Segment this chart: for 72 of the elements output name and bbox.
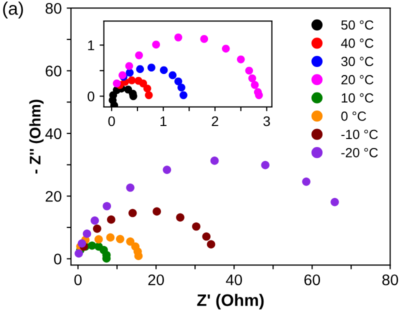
- point: [78, 239, 86, 248]
- legend-label: 20 °C: [341, 75, 374, 84]
- point: [236, 55, 245, 64]
- point: [250, 81, 259, 89]
- point: [192, 222, 200, 231]
- point: [248, 74, 256, 82]
- point: [125, 62, 134, 70]
- x-axis-title: Z' (Ohm): [197, 294, 264, 310]
- x-tick-label: 1: [160, 116, 166, 126]
- point: [168, 71, 177, 80]
- legend-label: 30 °C: [341, 56, 374, 66]
- point: [102, 202, 112, 210]
- point: [152, 40, 160, 48]
- y-axis-title: - Z'' (Ohm): [29, 100, 44, 174]
- point: [90, 216, 99, 225]
- x-tick-label: 40: [226, 274, 242, 286]
- point: [202, 232, 211, 241]
- point: [107, 215, 116, 224]
- point: [174, 33, 182, 42]
- point: [210, 156, 219, 165]
- point: [147, 64, 156, 72]
- y-tick-label: 40: [45, 128, 62, 140]
- legend-label: 10 °C: [342, 93, 374, 103]
- point: [126, 237, 134, 246]
- legend-label: -20 °C: [341, 148, 378, 158]
- point: [135, 51, 143, 60]
- point: [200, 35, 208, 43]
- y-tick-label: 80: [46, 2, 62, 14]
- y-tick-label: 60: [46, 66, 62, 76]
- point: [128, 76, 136, 84]
- x-tick-label: 2: [212, 116, 218, 126]
- point: [330, 198, 339, 206]
- point: [82, 230, 92, 238]
- y-tick-label: 0: [54, 254, 62, 264]
- point: [160, 66, 168, 74]
- point: [136, 65, 144, 74]
- point: [139, 79, 148, 88]
- legend-label: 0 °C: [341, 112, 366, 121]
- point: [126, 68, 134, 77]
- point: [302, 178, 310, 186]
- legend-label: 50 °C: [341, 20, 374, 30]
- x-tick-label: 60: [304, 274, 320, 286]
- point: [176, 213, 184, 222]
- point: [261, 160, 270, 170]
- y-tick-label: 20: [46, 190, 62, 202]
- point: [174, 77, 182, 86]
- x-tick-label: 20: [148, 274, 164, 286]
- point: [177, 84, 186, 92]
- point: [92, 224, 102, 233]
- point: [74, 249, 83, 258]
- point: [152, 207, 161, 216]
- x-tick-label: 3: [263, 116, 270, 126]
- point: [255, 91, 263, 100]
- x-tick-label: 0: [108, 116, 115, 126]
- point: [94, 235, 103, 244]
- x-tick-label: 0: [74, 274, 82, 286]
- point: [106, 233, 115, 242]
- text: (a): [3, 2, 23, 18]
- legend-label: 40 °C: [341, 38, 374, 48]
- point: [112, 79, 121, 88]
- x-tick-label: 80: [382, 274, 398, 286]
- point: [143, 84, 152, 92]
- point: [180, 91, 188, 100]
- point: [116, 234, 124, 244]
- legend-label: -10 °C: [341, 130, 378, 140]
- point: [128, 208, 137, 218]
- point: [245, 66, 254, 75]
- point: [126, 183, 134, 192]
- point: [162, 166, 172, 174]
- point: [144, 91, 153, 100]
- point: [222, 44, 230, 53]
- point: [206, 240, 216, 249]
